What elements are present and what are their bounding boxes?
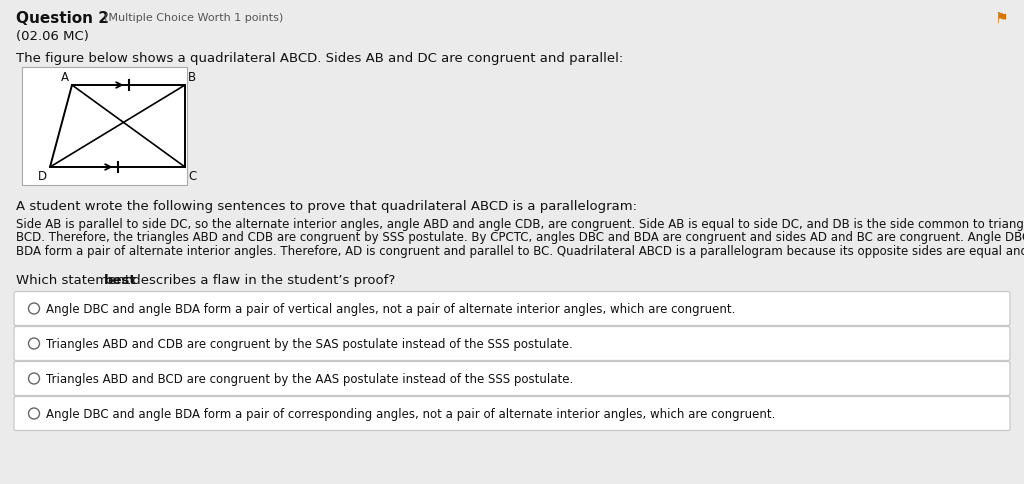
Text: The figure below shows a quadrilateral ABCD. Sides AB and DC are congruent and p: The figure below shows a quadrilateral A…: [16, 52, 624, 65]
Text: describes a flaw in the student’s proof?: describes a flaw in the student’s proof?: [128, 274, 395, 287]
Text: B: B: [188, 71, 197, 84]
Text: BDA form a pair of alternate interior angles. Therefore, AD is congruent and par: BDA form a pair of alternate interior an…: [16, 244, 1024, 257]
Text: Angle DBC and angle BDA form a pair of corresponding angles, not a pair of alter: Angle DBC and angle BDA form a pair of c…: [46, 407, 775, 420]
Text: D: D: [38, 170, 47, 182]
Text: (Multiple Choice Worth 1 points): (Multiple Choice Worth 1 points): [104, 13, 284, 23]
Text: Question 2: Question 2: [16, 11, 109, 26]
FancyBboxPatch shape: [14, 397, 1010, 431]
Text: best: best: [104, 274, 137, 287]
FancyBboxPatch shape: [14, 292, 1010, 326]
Text: BCD. Therefore, the triangles ABD and CDB are congruent by SSS postulate. By CPC: BCD. Therefore, the triangles ABD and CD…: [16, 231, 1024, 244]
Text: Triangles ABD and BCD are congruent by the AAS postulate instead of the SSS post: Triangles ABD and BCD are congruent by t…: [46, 372, 573, 385]
Text: (02.06 MC): (02.06 MC): [16, 30, 89, 43]
Text: C: C: [188, 170, 197, 182]
Text: A: A: [61, 71, 69, 84]
Text: A student wrote the following sentences to prove that quadrilateral ABCD is a pa: A student wrote the following sentences …: [16, 199, 637, 212]
FancyBboxPatch shape: [14, 327, 1010, 361]
Text: ⚑: ⚑: [994, 11, 1008, 26]
Text: Angle DBC and angle BDA form a pair of vertical angles, not a pair of alternate : Angle DBC and angle BDA form a pair of v…: [46, 302, 735, 316]
FancyBboxPatch shape: [14, 362, 1010, 396]
Text: Triangles ABD and CDB are congruent by the SAS postulate instead of the SSS post: Triangles ABD and CDB are congruent by t…: [46, 337, 572, 350]
Text: Side AB is parallel to side DC, so the alternate interior angles, angle ABD and : Side AB is parallel to side DC, so the a…: [16, 217, 1024, 230]
Text: Which statement: Which statement: [16, 274, 134, 287]
Bar: [22, 68, 187, 186]
